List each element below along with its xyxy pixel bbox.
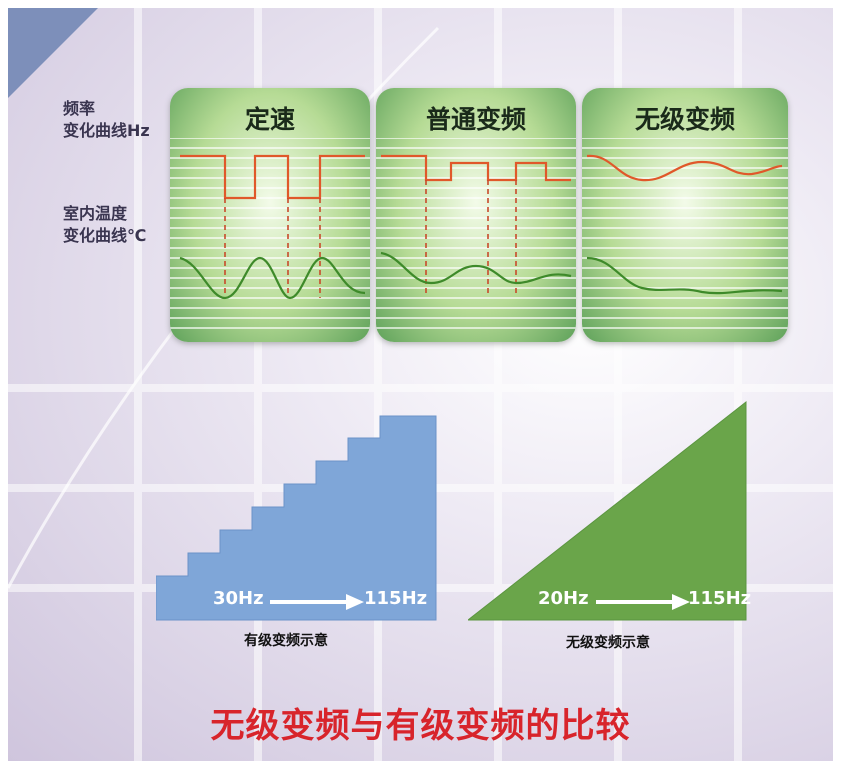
temperature-curve — [179, 256, 366, 300]
panel-curves — [179, 154, 366, 300]
panel-curves — [380, 154, 572, 293]
panel-title: 普通变频 — [425, 105, 526, 134]
corner-accent — [8, 8, 98, 98]
temperature-label-line-2: 变化曲线℃ — [63, 226, 147, 245]
temperature-row-label: 室内温度 变化曲线℃ — [63, 203, 146, 247]
frequency-label-line-2: 变化曲线Hz — [63, 121, 150, 140]
temperature-label-line-1: 室内温度 — [63, 204, 128, 223]
headline: 无级变频与有级变频的比较 — [210, 706, 631, 746]
stepless-to-label: 115Hz — [688, 588, 752, 609]
marker-lines — [224, 198, 321, 298]
frequency-curve — [180, 154, 365, 200]
stepless-triangle — [468, 400, 747, 621]
temperature-curve — [380, 251, 572, 285]
stepless-caption: 无级变频示意 — [566, 635, 650, 651]
marker-lines — [425, 180, 517, 293]
frequency-label-line-1: 频率 — [63, 99, 96, 118]
stepped-arrow-icon — [270, 594, 364, 610]
panel-curves — [586, 154, 783, 295]
panel-stripes — [376, 138, 576, 329]
panel-title: 定速 — [244, 105, 295, 134]
frequency-row-label: 频率 变化曲线Hz — [63, 98, 150, 142]
panel-title: 无级变频 — [634, 105, 735, 134]
panel-stepless-inverter: 无级变频 — [582, 88, 788, 342]
panel-fixed-speed: 定速 — [170, 88, 370, 342]
panel-regular-inverter: 普通变频 — [376, 88, 576, 342]
stepless-arrow-icon — [596, 594, 690, 610]
panel-stripes — [170, 138, 370, 329]
stepped-staircase — [156, 415, 437, 621]
stepped-caption: 有级变频示意 — [244, 633, 328, 649]
stepped-to-label: 115Hz — [364, 588, 428, 609]
temperature-curve — [586, 256, 783, 295]
frequency-curve — [586, 154, 783, 182]
stepped-from-label: 30Hz — [213, 588, 264, 609]
frequency-curve — [381, 154, 571, 182]
stepless-from-label: 20Hz — [538, 588, 589, 609]
poster: 频率 变化曲线Hz 室内温度 变化曲线℃ 定速 — [8, 8, 833, 761]
